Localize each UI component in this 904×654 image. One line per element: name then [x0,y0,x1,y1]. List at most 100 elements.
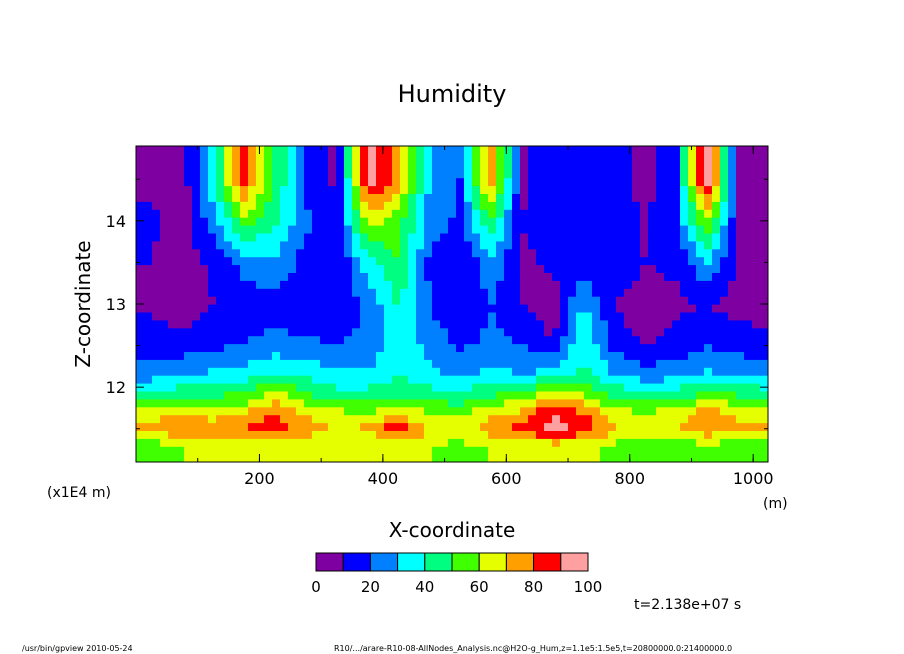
contour-cell [360,232,369,242]
contour-cell [280,248,289,258]
contour-cell [504,256,513,266]
contour-cell [256,217,265,226]
contour-cell [704,256,713,266]
contour-cell [440,343,449,352]
contour-cell [200,414,209,424]
contour-cell [568,169,577,179]
contour-cell [256,390,265,400]
contour-cell [648,375,657,384]
contour-cell [176,201,185,210]
contour-cell [392,319,401,329]
contour-cell [584,406,593,416]
contour-cell [176,146,185,155]
contour-cell [168,264,177,273]
contour-cell [624,264,633,273]
contour-cell [336,335,345,345]
contour-cell [136,288,145,297]
contour-cell [216,414,225,424]
contour-cell [200,335,209,345]
contour-cell [464,209,473,218]
contour-cell [368,201,377,210]
contour-cell [224,240,233,250]
contour-cell [336,311,345,321]
contour-cell [240,185,249,194]
contour-cell [608,304,617,313]
contour-cell [576,201,585,210]
contour-cell [232,327,241,337]
contour-cell [512,367,521,376]
contour-cell [656,430,665,439]
contour-cell [312,311,321,321]
contour-cell [216,375,225,384]
contour-cell [512,185,521,194]
contour-cell [696,225,705,234]
contour-cell [368,248,377,258]
contour-cell [736,398,745,408]
contour-cell [208,383,217,392]
contour-cell [552,390,561,400]
contour-cell [488,193,497,202]
contour-cell [696,359,705,368]
contour-cell [616,248,625,258]
contour-cell [416,422,425,431]
contour-cell [520,335,529,345]
contour-cell [688,201,697,210]
contour-cell [192,414,201,424]
contour-cell [344,359,353,368]
contour-cell [464,327,473,337]
contour-cell [216,359,225,368]
contour-cell [632,446,641,455]
contour-cell [640,288,649,297]
contour-cell [568,288,577,297]
contour-cell [224,351,233,360]
contour-cell [680,311,689,321]
contour-cell [736,280,745,289]
contour-cell [640,367,649,376]
contour-cell [464,406,473,416]
contour-cell [360,248,369,258]
contour-cell [208,398,217,408]
contour-cell [616,414,625,424]
contour-cell [568,414,577,424]
contour-cell [392,343,401,352]
contour-cell [344,288,353,297]
contour-cell [272,414,281,424]
contour-cell [472,430,481,439]
contour-cell [696,232,705,242]
contour-cell [424,264,433,273]
contour-cell [688,414,697,424]
contour-cell [144,414,153,424]
contour-cell [480,153,489,163]
contour-cell [496,335,505,345]
contour-cell [248,398,257,408]
contour-cell [168,248,177,258]
contour-cell [664,280,673,289]
contour-cell [384,280,393,289]
contour-cell [504,446,513,455]
contour-cell [456,185,465,194]
contour-cell [208,169,217,179]
contour-cell [464,359,473,368]
contour-cell [656,217,665,226]
contour-cell [440,169,449,179]
contour-cell [400,217,409,226]
contour-cell [376,296,385,305]
contour-cell [296,319,305,329]
contour-cell [328,248,337,258]
contour-cell [392,327,401,337]
contour-cell [392,288,401,297]
contour-cell [488,161,497,171]
contour-cell [688,217,697,226]
contour-cell [616,367,625,376]
contour-cell [184,454,193,462]
contour-cell [416,311,425,321]
contour-cell [136,375,145,384]
colorbar-swatch [560,552,589,572]
contour-cell [512,438,521,447]
contour-cell [584,422,593,431]
contour-cell [240,311,249,321]
contour-cell [528,232,537,242]
contour-cell [368,335,377,345]
contour-cell [288,146,297,155]
contour-cell [360,217,369,226]
